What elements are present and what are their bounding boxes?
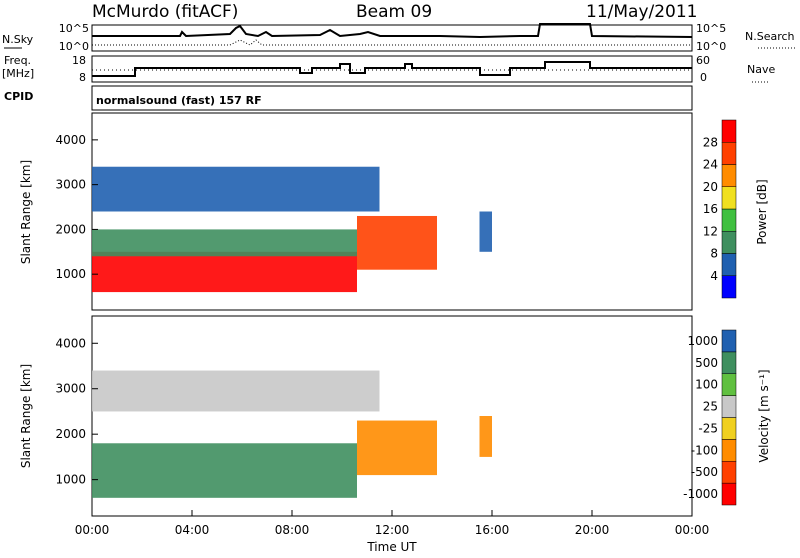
colorbar-swatch	[721, 329, 737, 353]
colorbar-swatch	[721, 231, 737, 254]
date-title: 11/May/2011	[586, 2, 698, 22]
colorbar-swatch	[721, 461, 737, 484]
x-tick-label: 12:00	[375, 523, 410, 537]
velocity-colorbar-label: Velocity [m s⁻¹]	[757, 369, 771, 462]
colorbar-swatch	[721, 253, 737, 276]
cpid-label: CPID	[4, 90, 33, 103]
y-tick-label: 2000	[55, 427, 86, 441]
x-tick-label: 16:00	[475, 523, 510, 537]
velocity-data-layer	[92, 370, 492, 498]
nsky-bottom-tick: 10^0	[59, 40, 89, 53]
colorbar-swatch	[721, 119, 737, 143]
nave-label: Nave	[747, 63, 775, 76]
power-region-4	[479, 211, 492, 252]
colorbar-swatch	[721, 482, 737, 506]
velocity-region-1	[92, 370, 380, 412]
freq-unit-label: [MHz]	[2, 67, 34, 80]
cpid-strip: CPID normalsound (fast) 157 RF	[4, 85, 693, 111]
power-region-2	[357, 215, 437, 270]
colorbar-tick-label: 16	[703, 202, 718, 216]
colorbar-swatch	[721, 351, 737, 374]
power-region-1	[92, 229, 357, 257]
colorbar-swatch	[721, 417, 737, 440]
nave-bottom-tick: 0	[700, 71, 707, 84]
nsky-trace	[92, 23, 693, 39]
colorbar-swatch	[721, 186, 737, 210]
nsearch-bottom-tick: 10^0	[696, 40, 726, 53]
freq-strip: Freq. [MHz] 18 8 60 0 Nave	[2, 54, 775, 84]
velocity-region-2	[357, 420, 437, 476]
power-y-axis-label: Slant Range [km]	[19, 160, 33, 264]
power-data-layer	[92, 166, 492, 293]
y-tick-label: 3000	[55, 382, 86, 396]
power-colorbar-ticks: 4 8 12 16 20 24 28	[703, 135, 718, 283]
power-colorbar: 4 8 12 16 20 24 28 Power [dB]	[703, 119, 769, 299]
colorbar-tick-label: 28	[703, 135, 718, 149]
colorbar-swatch	[721, 439, 737, 462]
freq-trace	[92, 61, 692, 77]
velocity-y-axis: 1000 2000 3000 4000	[55, 336, 98, 487]
velocity-panel: 1000 2000 3000 4000 00:00 04:00 08:00 12:00 16:…	[19, 315, 710, 554]
colorbar-tick-label: 8	[710, 247, 718, 261]
colorbar-swatch	[721, 373, 737, 396]
freq-bottom-tick: 8	[79, 71, 86, 84]
nsearch-top-tick: 10^5	[696, 22, 726, 35]
x-tick-label: 00:00	[75, 523, 110, 537]
colorbar-tick-label: 20	[703, 180, 718, 194]
power-y-axis: 1000 2000 3000 4000	[55, 133, 98, 281]
x-tick-label: 08:00	[275, 523, 310, 537]
velocity-colorbar-swatches	[721, 329, 737, 506]
y-tick-label: 4000	[55, 133, 86, 147]
y-tick-label: 1000	[55, 473, 86, 487]
colorbar-tick-label: -25	[698, 421, 718, 435]
colorbar-tick-label: 24	[703, 158, 718, 172]
colorbar-swatch	[721, 395, 737, 418]
colorbar-tick-label: -500	[691, 465, 718, 479]
freq-label: Freq.	[4, 54, 31, 67]
x-tick-label: 20:00	[575, 523, 610, 537]
power-colorbar-label: Power [dB]	[755, 179, 769, 244]
nsearch-label: N.Search	[745, 30, 795, 43]
colorbar-swatch	[721, 164, 737, 187]
velocity-region-3	[479, 416, 492, 457]
colorbar-swatch	[721, 275, 737, 299]
station-title: McMurdo (fitACF)	[92, 2, 238, 22]
nsearch-trace	[92, 39, 692, 46]
power-panel: 1000 2000 3000 4000 Slant Range [km]	[19, 112, 693, 311]
y-tick-label: 3000	[55, 178, 86, 192]
velocity-y-axis-label: Slant Range [km]	[19, 364, 33, 468]
velocity-colorbar: 1000 500 100 25 -25 -100 -500 -1000 Velocity [m…	[683, 329, 771, 506]
nsky-label: N.Sky	[2, 33, 34, 46]
x-tick-label: 04:00	[175, 523, 210, 537]
power-region-3	[92, 166, 380, 212]
velocity-colorbar-ticks: 1000 500 100 25 -25 -100 -500 -1000	[683, 334, 718, 501]
y-tick-label: 2000	[55, 222, 86, 236]
colorbar-tick-label: 4	[710, 269, 718, 283]
power-region-0	[92, 251, 357, 293]
colorbar-tick-label: 500	[695, 356, 718, 370]
x-tick-label: 00:00	[675, 523, 710, 537]
beam-title: Beam 09	[356, 2, 432, 22]
nsky-top-tick: 10^5	[59, 22, 89, 35]
cpid-value: normalsound (fast) 157 RF	[96, 94, 262, 107]
colorbar-tick-label: -1000	[683, 487, 718, 501]
colorbar-tick-label: -100	[691, 443, 718, 457]
y-tick-label: 4000	[55, 336, 86, 350]
colorbar-swatch	[721, 208, 737, 232]
x-axis-label: Time UT	[366, 540, 417, 554]
nave-top-tick: 60	[696, 54, 710, 67]
colorbar-tick-label: 25	[703, 400, 718, 414]
velocity-region-0	[92, 443, 357, 498]
power-colorbar-swatches	[721, 119, 737, 299]
colorbar-tick-label: 1000	[687, 334, 718, 348]
colorbar-swatch	[721, 142, 737, 165]
nsky-strip: N.Sky 10^5 10^0 10^5 10^0 N.Search	[2, 22, 796, 53]
colorbar-tick-label: 12	[703, 224, 718, 238]
colorbar-tick-label: 100	[695, 378, 718, 392]
freq-top-tick: 18	[72, 54, 86, 67]
time-x-axis: 00:00 04:00 08:00 12:00 16:00 20:00 00:00	[75, 510, 710, 537]
y-tick-label: 1000	[55, 267, 86, 281]
